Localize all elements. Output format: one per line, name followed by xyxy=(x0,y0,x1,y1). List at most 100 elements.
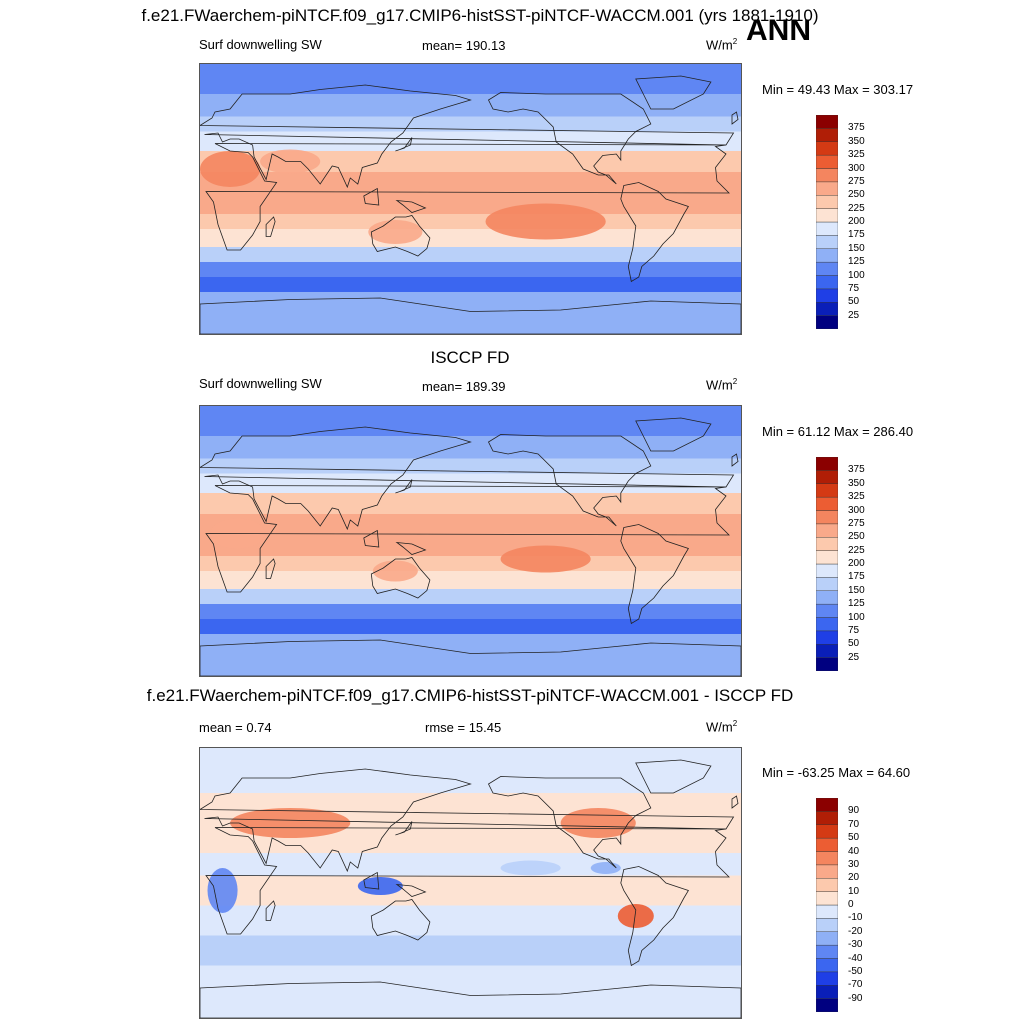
panel2-minmax: Min = 61.12 Max = 286.40 xyxy=(762,424,914,439)
colorbar-swatch xyxy=(815,603,839,618)
panel3-map xyxy=(199,747,742,1019)
coastline xyxy=(487,434,652,527)
panel2-colorbar: 25 50 75 100 125 150 175 200 225 250 275 300 325 350 3… xyxy=(815,456,865,672)
coastline xyxy=(200,84,735,189)
field-band xyxy=(200,94,741,117)
colorbar-swatch xyxy=(815,141,839,156)
panel1-colorbar: 25 50 75 100 125 150 175 200 225 250 275 300 325 350 3… xyxy=(815,114,865,330)
coastline xyxy=(395,821,413,836)
colorbar-tick-label: 70 xyxy=(848,818,860,830)
field-band xyxy=(200,604,741,620)
colorbar-tick-label: 225 xyxy=(848,202,865,214)
colorbar-tick-label: 75 xyxy=(848,624,860,636)
coastline xyxy=(487,776,652,869)
field-anomaly xyxy=(485,203,606,240)
colorbar-tick-label: 275 xyxy=(848,175,865,187)
field-band xyxy=(200,262,741,278)
panel2-title: ISCCP FD xyxy=(430,348,510,367)
coastline xyxy=(200,981,741,1018)
colorbar-tick-label: -20 xyxy=(848,925,863,937)
colorbar-swatch xyxy=(815,168,839,183)
colorbar-swatch xyxy=(815,114,839,129)
coastline xyxy=(205,143,730,251)
coastline xyxy=(370,557,431,599)
colorbar-tick-label: 50 xyxy=(848,296,860,308)
colorbar-tick-label: 200 xyxy=(848,558,865,569)
coastline xyxy=(731,453,739,467)
field-band xyxy=(200,247,741,263)
field-anomaly xyxy=(207,868,238,913)
panel2-map xyxy=(199,405,742,677)
colorbar-swatch xyxy=(815,864,839,879)
coastline xyxy=(635,75,712,110)
colorbar-swatch xyxy=(815,630,839,645)
colorbar-swatch xyxy=(815,315,839,330)
field-anomaly xyxy=(200,151,261,187)
panel2-units: W/m2 xyxy=(706,377,738,393)
field-band xyxy=(200,116,741,132)
colorbar-swatch xyxy=(815,128,839,142)
field-anomaly xyxy=(230,808,351,838)
field-band xyxy=(200,571,741,590)
colorbar-tick-label: 150 xyxy=(848,584,865,596)
coastline xyxy=(635,417,712,452)
field-anomaly xyxy=(372,560,418,582)
colorbar-tick-label: 30 xyxy=(848,858,860,870)
colorbar-tick-label: 250 xyxy=(848,531,865,543)
colorbar-swatch xyxy=(815,456,839,471)
coastline xyxy=(200,426,735,531)
coastline xyxy=(200,639,741,676)
colorbar-swatch xyxy=(815,891,839,906)
colorbar-tick-label: 25 xyxy=(848,309,860,321)
colorbar-swatch xyxy=(815,195,839,209)
colorbar-swatch xyxy=(815,510,839,525)
colorbar-swatch xyxy=(815,261,839,276)
colorbar-tick-label: 125 xyxy=(848,598,865,610)
coastline xyxy=(731,795,739,809)
coastline xyxy=(620,182,689,283)
colorbar-tick-label: 175 xyxy=(848,229,865,241)
colorbar-tick-label: 375 xyxy=(848,464,865,476)
field-band xyxy=(200,589,741,605)
colorbar-tick-label: -10 xyxy=(848,912,863,924)
colorbar-tick-label: 125 xyxy=(848,256,865,268)
field-band xyxy=(200,935,741,966)
coastline xyxy=(370,899,431,941)
colorbar-swatch xyxy=(815,904,839,919)
field-band xyxy=(200,748,741,794)
figure-title: f.e21.FWaerchem-piNTCF.f09_g17.CMIP6-his… xyxy=(141,6,819,25)
coastline xyxy=(395,479,413,494)
coastline xyxy=(731,111,739,125)
colorbar-swatch xyxy=(815,537,839,551)
field-anomaly xyxy=(368,220,423,244)
coastline xyxy=(363,187,380,206)
coastline xyxy=(370,215,431,257)
colorbar-tick-label: 100 xyxy=(848,269,865,281)
colorbar-swatch xyxy=(815,248,839,263)
colorbar-swatch xyxy=(815,644,839,658)
field-band xyxy=(200,634,741,676)
colorbar-swatch xyxy=(815,998,839,1013)
colorbar-swatch xyxy=(815,288,839,303)
colorbar-tick-label: 325 xyxy=(848,149,865,161)
colorbar-tick-label: 300 xyxy=(848,504,865,516)
colorbar-tick-label: 10 xyxy=(848,885,860,897)
panel3-units: W/m2 xyxy=(706,719,738,735)
field-band xyxy=(200,493,741,515)
colorbar-tick-label: 350 xyxy=(848,477,865,489)
colorbar-swatch xyxy=(815,958,839,973)
field-band xyxy=(200,875,741,906)
field-anomaly xyxy=(617,904,654,928)
panel3-rmse-label: rmse = 15.45 xyxy=(425,720,502,735)
coastline xyxy=(620,866,689,967)
field-band xyxy=(200,64,741,95)
colorbar-tick-label: 375 xyxy=(848,122,865,134)
coastline xyxy=(363,871,380,890)
field-band xyxy=(200,229,741,248)
colorbar-tick-label: 200 xyxy=(848,216,865,227)
coastline xyxy=(635,759,712,794)
coastline xyxy=(205,485,730,593)
colorbar-tick-label: 50 xyxy=(848,638,860,650)
colorbar-tick-label: 350 xyxy=(848,135,865,147)
colorbar-swatch xyxy=(815,235,839,249)
